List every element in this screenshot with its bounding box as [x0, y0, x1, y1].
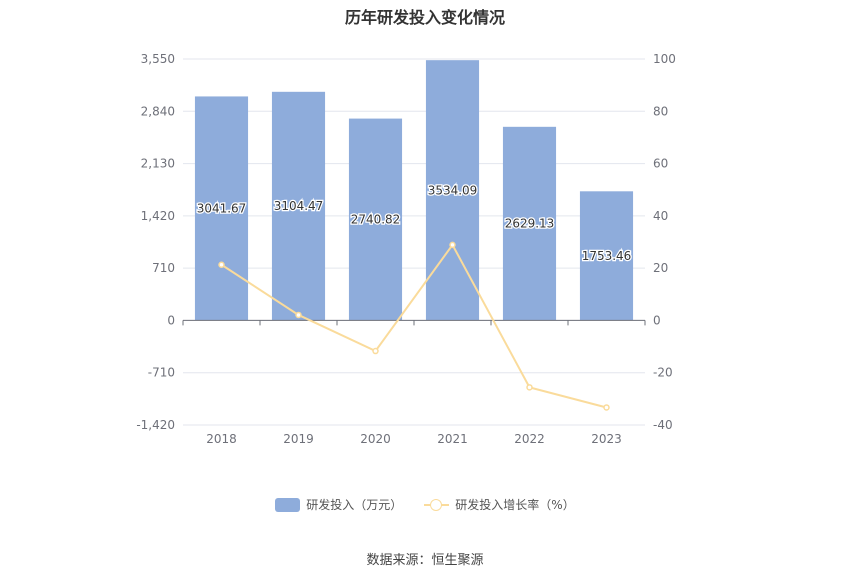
legend-label-growth-rate: 研发投入增长率（%） — [455, 498, 575, 512]
bar — [502, 126, 557, 321]
y-right-tick-label: 20 — [653, 261, 668, 275]
growth-rate-point — [218, 261, 225, 268]
bar — [348, 118, 403, 321]
x-tick-label: 2021 — [437, 432, 468, 446]
bar-value-label: 3104.47 — [274, 199, 324, 213]
bar-value-label: 1753.46 — [582, 249, 632, 263]
legend-bar-swatch — [275, 497, 301, 512]
y-left-tick-label: 2,130 — [141, 157, 175, 171]
y-right-tick-label: 60 — [653, 157, 668, 171]
x-tick-label: 2022 — [514, 432, 545, 446]
y-left-tick-label: 1,420 — [141, 209, 175, 223]
growth-rate-point — [295, 311, 302, 319]
bar — [579, 191, 634, 321]
y-right-tick-label: 40 — [653, 209, 668, 223]
growth-rate-point — [526, 384, 533, 391]
chart-legend: 研发投入（万元） 研发投入增长率（%） — [0, 496, 850, 513]
y-left-tick-label: 2,840 — [141, 104, 175, 118]
y-right-tick-label: 80 — [653, 104, 668, 118]
bar — [194, 96, 249, 321]
legend-item-growth-rate[interactable]: 研发投入增长率（%） — [424, 496, 575, 513]
legend-item-rd-investment[interactable]: 研发投入（万元） — [275, 496, 402, 513]
growth-rate-point — [372, 347, 379, 355]
legend-line-swatch — [424, 498, 450, 512]
y-right-tick-label: 0 — [653, 313, 661, 327]
growth-rate-point — [603, 404, 610, 411]
y-left-tick-label: 3,550 — [141, 52, 175, 66]
chart-plot: -1,420 -710 0 710 1,420 2,130 2,840 3,550 -40 -20… — [136, 52, 676, 446]
bar-value-label: 3041.67 — [197, 201, 247, 215]
x-tick-label: 2019 — [283, 432, 314, 446]
y-left-tick-label: 0 — [167, 313, 175, 327]
x-tick-label: 2023 — [591, 432, 622, 446]
x-tick-label: 2020 — [360, 432, 391, 446]
bar-value-label: 3534.09 — [428, 183, 478, 197]
legend-label-rd-investment: 研发投入（万元） — [306, 498, 403, 512]
y-left-tick-label: -710 — [148, 366, 175, 380]
y-left-tick-label: 710 — [152, 261, 175, 275]
y-right-tick-label: 100 — [653, 52, 676, 66]
x-tick-label: 2018 — [206, 432, 237, 446]
y-right-tick-label: -20 — [653, 366, 673, 380]
bar — [271, 91, 326, 321]
y-right-tick-label: -40 — [653, 418, 673, 432]
bar-value-label: 2629.13 — [505, 217, 555, 231]
y-left-tick-label: -1,420 — [136, 418, 175, 432]
chart-title: 历年研发投入变化情况 — [344, 8, 505, 27]
growth-rate-point — [449, 241, 456, 249]
data-source-note: 数据来源：恒生聚源 — [366, 553, 484, 568]
growth-rate-line — [220, 243, 607, 409]
bar-value-label: 2740.82 — [351, 213, 401, 227]
